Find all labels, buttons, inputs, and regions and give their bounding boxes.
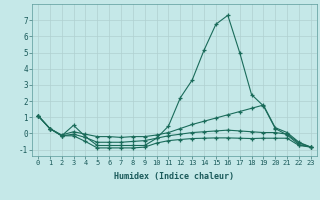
X-axis label: Humidex (Indice chaleur): Humidex (Indice chaleur) xyxy=(115,172,234,181)
